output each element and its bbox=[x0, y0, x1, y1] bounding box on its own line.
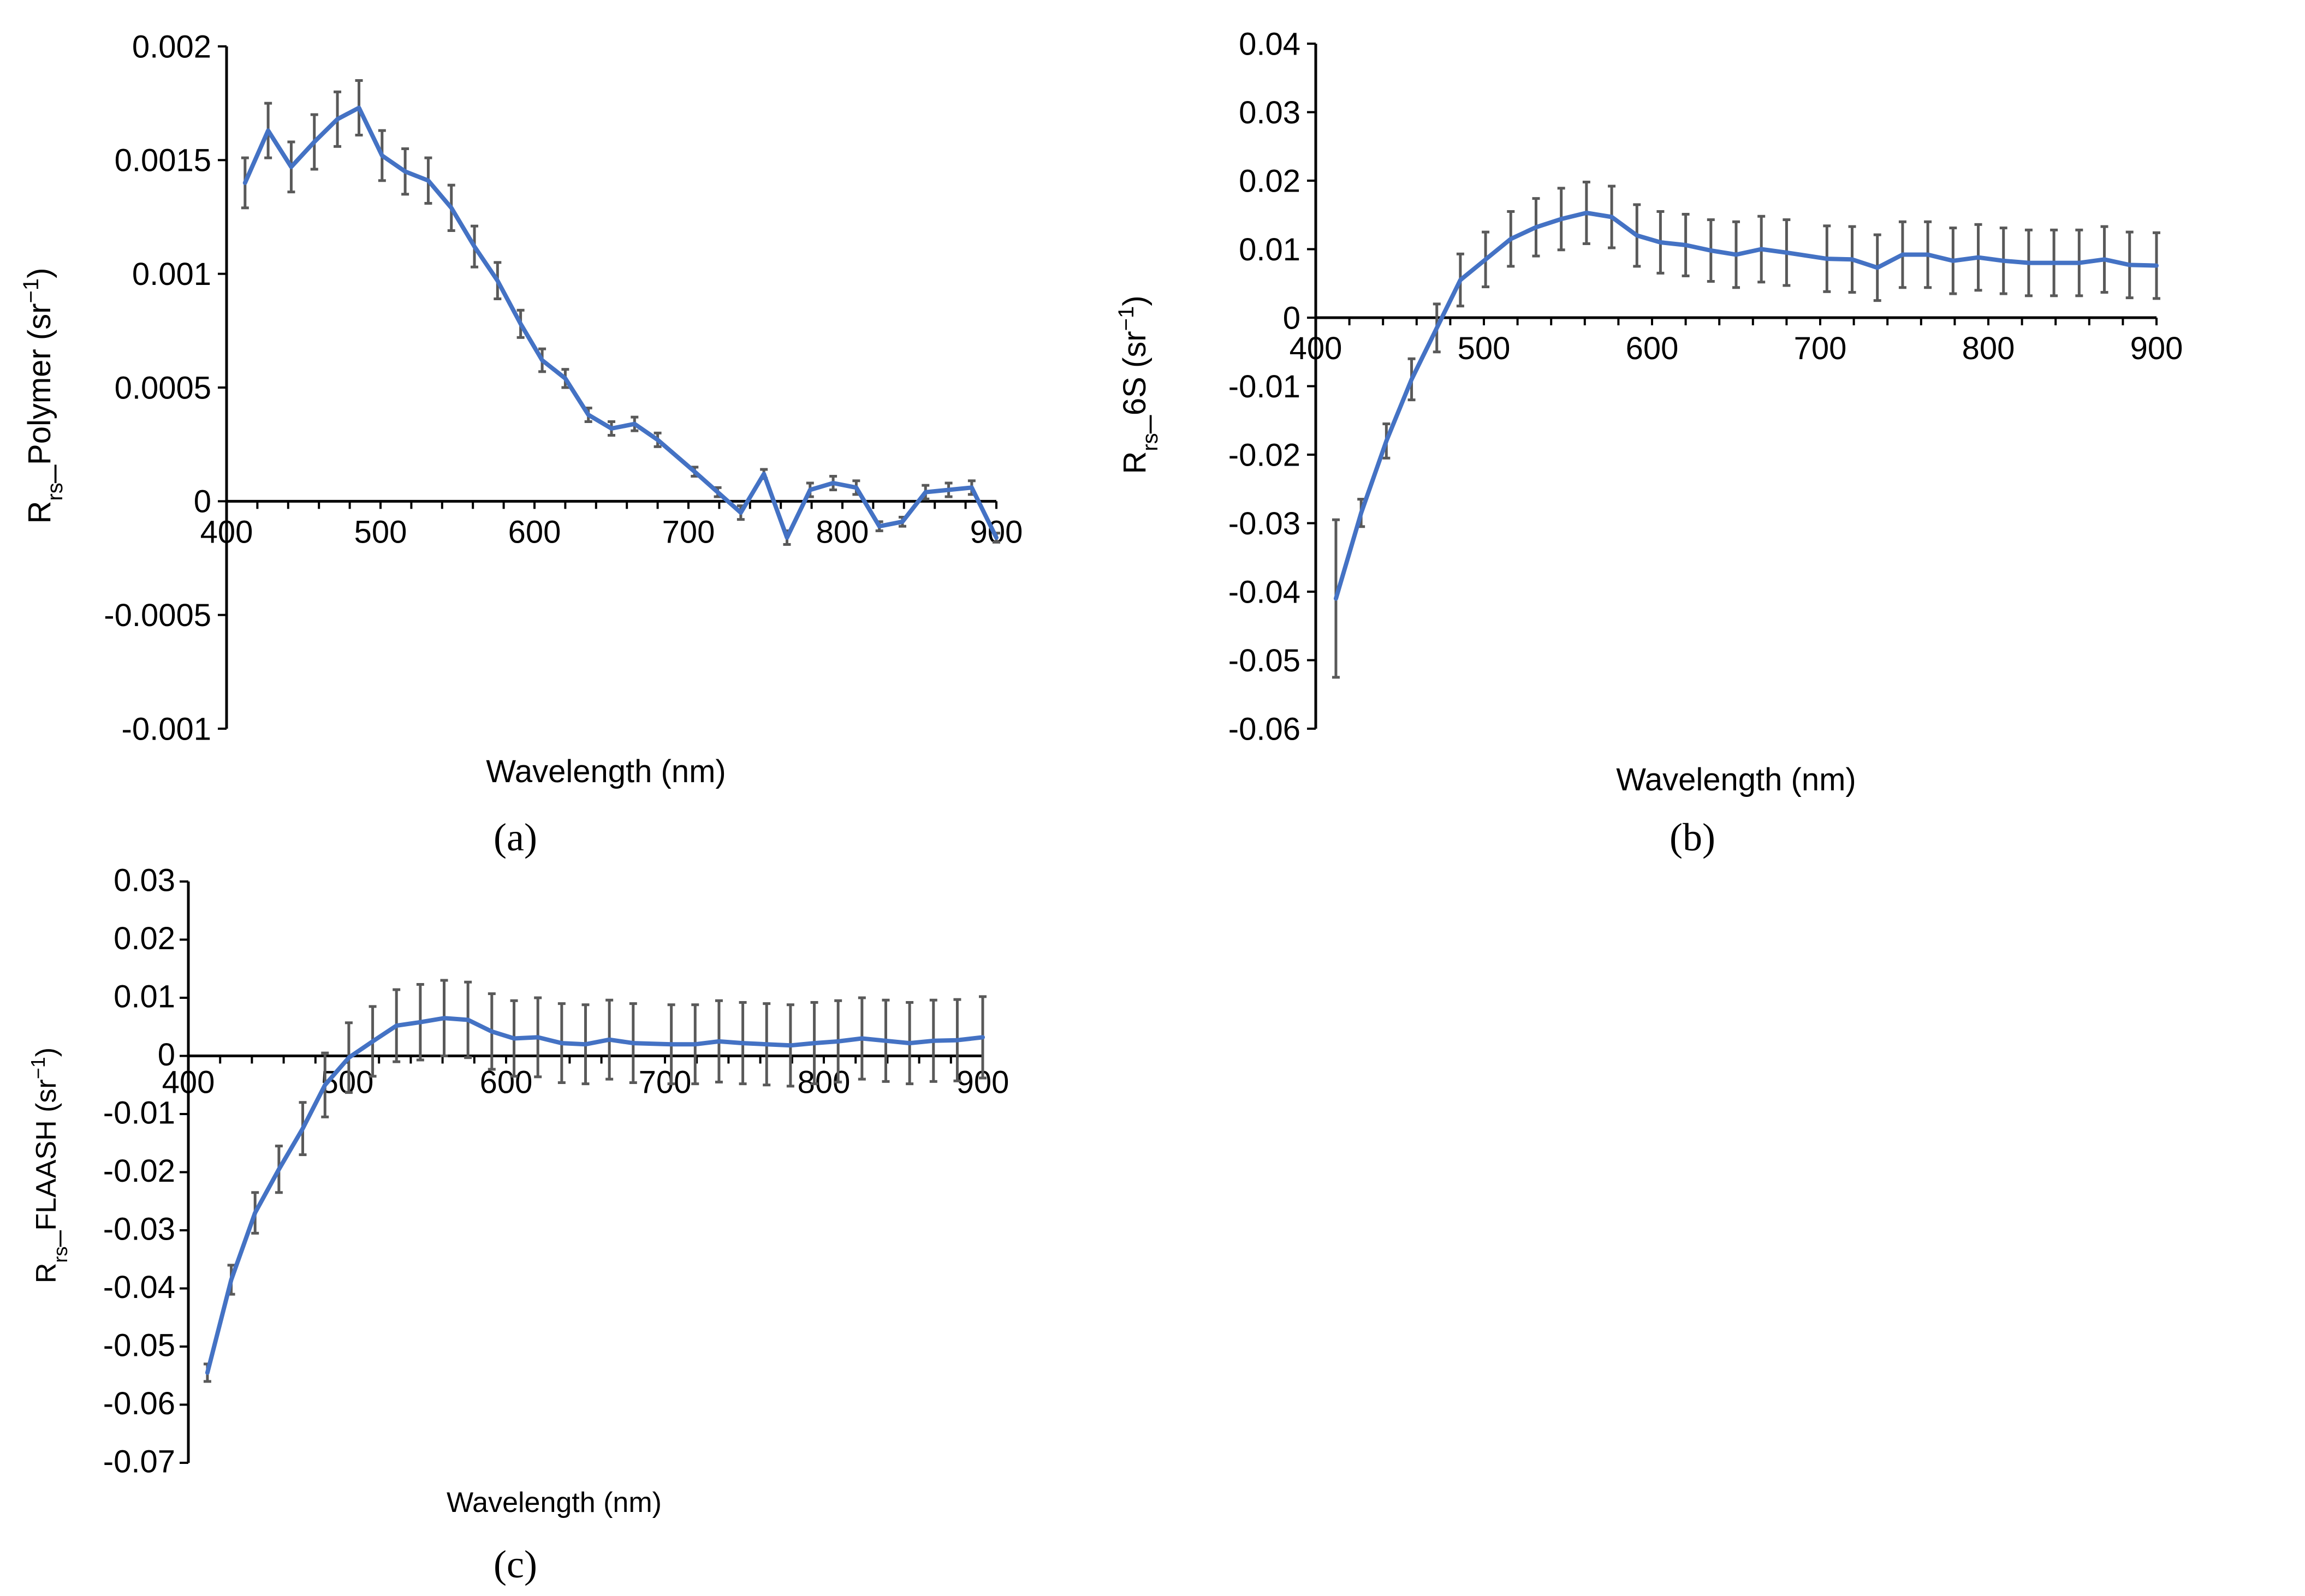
x-tick-label-c: 600 bbox=[480, 1065, 533, 1100]
panel-label-a: (a) bbox=[494, 815, 537, 859]
x-tick-label-a: 400 bbox=[200, 514, 253, 550]
y-tick-label-b: 0.03 bbox=[1239, 95, 1300, 130]
y-tick-label-a: -0.0005 bbox=[104, 598, 211, 633]
x-tick-label-a: 800 bbox=[816, 514, 869, 550]
x-tick-label-b: 700 bbox=[1794, 331, 1847, 366]
x-tick-label-b: 600 bbox=[1626, 331, 1679, 366]
y-tick-label-a: 0.0015 bbox=[115, 143, 211, 178]
y-tick-label-b: 0.04 bbox=[1239, 26, 1300, 62]
series-line-c bbox=[205, 1016, 985, 1375]
y-tick-label-c: -0.04 bbox=[103, 1270, 175, 1305]
x-tick-label-c: 700 bbox=[639, 1065, 692, 1100]
y-tick-label-b: 0.02 bbox=[1239, 163, 1300, 199]
x-tick-label-a: 600 bbox=[508, 514, 561, 550]
y-tick-label-a: 0.002 bbox=[132, 29, 211, 64]
x-tick-label-b: 500 bbox=[1458, 331, 1511, 366]
y-tick-label-c: -0.01 bbox=[103, 1095, 175, 1131]
y-tick-label-a: -0.001 bbox=[122, 711, 211, 747]
y-tick-label-c: 0.03 bbox=[114, 863, 175, 898]
panel-label-c: (c) bbox=[494, 1543, 537, 1586]
y-tick-label-a: 0.0005 bbox=[115, 370, 211, 406]
y-tick-label-b: -0.02 bbox=[1228, 437, 1300, 473]
y-tick-label-b: -0.05 bbox=[1228, 643, 1300, 678]
y-axis-title-a: Rrs_Polymer (sr−1) bbox=[19, 268, 67, 524]
x-tick-label-c: 400 bbox=[162, 1065, 215, 1100]
y-tick-label-c: -0.03 bbox=[103, 1212, 175, 1247]
chart-panel-b: -0.06 -0.05 -0.04 -0.03 -0.02 -0.01 0 0.01 0.02 0… bbox=[1114, 26, 2183, 859]
y-tick-label-c: -0.05 bbox=[103, 1328, 175, 1363]
x-tick-label-b: 900 bbox=[2130, 331, 2183, 366]
y-tick-label-c: 0.02 bbox=[114, 921, 175, 956]
y-axis-title-c: Rrs_FLAASH (sr−1) bbox=[27, 1047, 72, 1283]
y-tick-label-c: -0.06 bbox=[103, 1386, 175, 1421]
y-tick-label-b: -0.01 bbox=[1228, 369, 1300, 404]
x-tick-label-a: 500 bbox=[354, 514, 407, 550]
y-axis-title-b: Rrs_6S (sr−1) bbox=[1114, 295, 1162, 474]
chart-panel-c: -0.07 -0.06 -0.05 -0.04 -0.03 -0.02 -0.01 0 0.01… bbox=[27, 863, 1009, 1587]
y-tick-label-b: -0.06 bbox=[1228, 711, 1300, 747]
x-tick-label-a: 700 bbox=[662, 514, 715, 550]
x-tick-label-c: 800 bbox=[798, 1065, 851, 1100]
series-line-a bbox=[242, 105, 999, 540]
panel-label-b: (b) bbox=[1670, 815, 1715, 859]
y-tick-label-a: 0 bbox=[194, 484, 211, 520]
y-tick-label-b: -0.03 bbox=[1228, 506, 1300, 541]
y-tick-label-b: -0.04 bbox=[1228, 574, 1300, 610]
y-tick-label-c: -0.02 bbox=[103, 1153, 175, 1189]
chart-panel-a: -0.001 -0.0005 0 0.0005 0.001 0.0015 0.002 400 5… bbox=[19, 29, 1023, 859]
y-tick-label-a: 0.001 bbox=[132, 257, 211, 292]
y-tick-label-c: -0.07 bbox=[103, 1444, 175, 1480]
y-tick-label-b: 0 bbox=[1283, 300, 1300, 336]
x-axis-title-a: Wavelength (nm) bbox=[486, 754, 726, 789]
y-tick-label-b: 0.01 bbox=[1239, 232, 1300, 267]
y-tick-label-c: 0.01 bbox=[114, 979, 175, 1015]
x-axis-title-c: Wavelength (nm) bbox=[447, 1487, 662, 1518]
y-tick-label-c: 0 bbox=[158, 1037, 175, 1073]
x-axis-title-b: Wavelength (nm) bbox=[1616, 762, 1856, 797]
series-line-b bbox=[1334, 211, 2159, 601]
x-tick-label-b: 800 bbox=[1962, 331, 2015, 366]
x-tick-label-b: 400 bbox=[1290, 331, 1342, 366]
